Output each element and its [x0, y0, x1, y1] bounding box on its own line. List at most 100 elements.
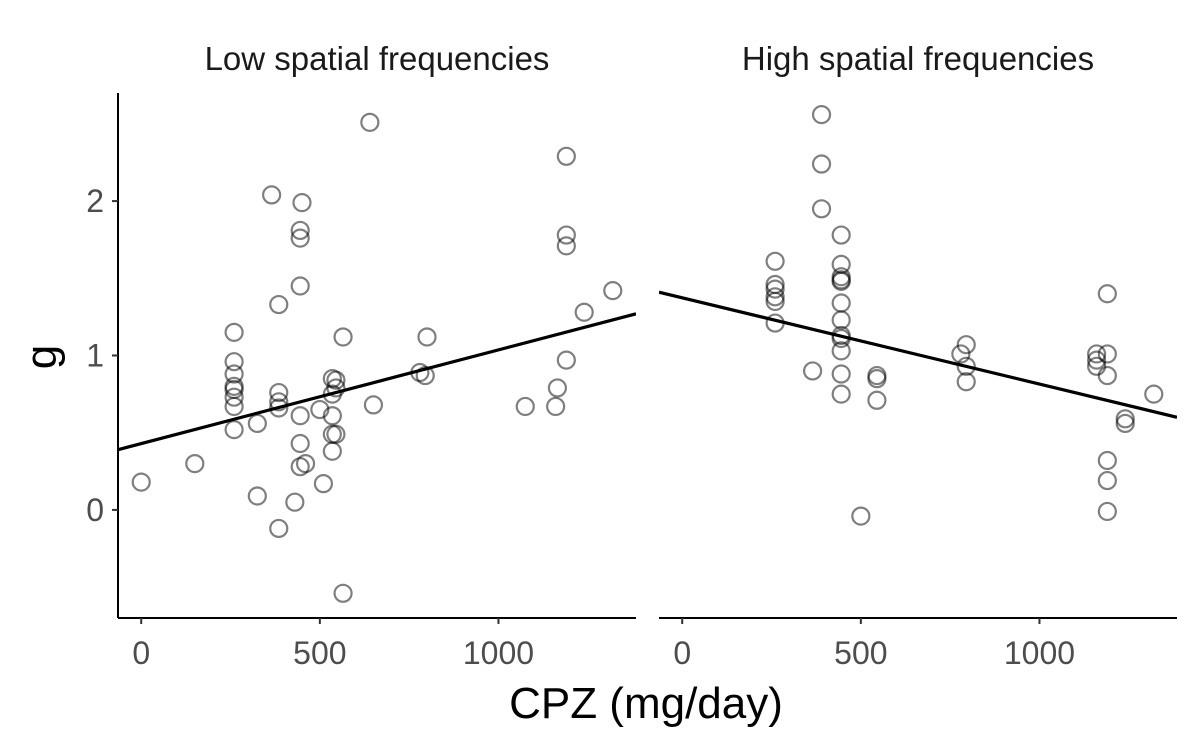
- data-point: [269, 392, 289, 412]
- data-point: [224, 364, 244, 384]
- data-point: [326, 424, 346, 444]
- data-point: [765, 287, 785, 307]
- data-point: [765, 251, 785, 271]
- x-tick-label: 0: [132, 635, 150, 671]
- data-point: [811, 105, 832, 125]
- data-point: [556, 146, 576, 166]
- data-point: [556, 236, 576, 256]
- data-point: [269, 382, 289, 403]
- data-point: [547, 378, 568, 398]
- data-point: [951, 344, 971, 364]
- data-point: [765, 279, 785, 299]
- data-point: [185, 453, 205, 474]
- data-point: [556, 225, 576, 245]
- data-point: [831, 225, 851, 245]
- data-point: [285, 492, 305, 512]
- panel-2: High spatial frequencies 0 500 1000: [659, 40, 1177, 671]
- data-point: [811, 199, 832, 219]
- data-point: [1144, 384, 1164, 404]
- y-tick-label: 0: [86, 492, 104, 528]
- x-tick-label: 500: [834, 635, 887, 671]
- data-point: [290, 276, 310, 296]
- data-point: [290, 228, 310, 248]
- data-point: [290, 406, 310, 426]
- regression-line: [659, 290, 1177, 419]
- data-point: [956, 356, 976, 376]
- x-tick-label: 1000: [1004, 635, 1075, 671]
- data-point: [765, 291, 785, 312]
- data-point: [417, 327, 437, 347]
- data-point: [224, 396, 244, 417]
- data-point: [269, 518, 289, 539]
- x-tick-label: 500: [293, 635, 346, 671]
- data-point: [851, 506, 871, 526]
- data-point: [333, 583, 353, 603]
- regression-line: [118, 312, 636, 452]
- data-point: [956, 335, 976, 355]
- data-point: [1097, 470, 1117, 491]
- data-point: [831, 293, 851, 313]
- data-point: [1087, 344, 1107, 364]
- data-point: [1097, 450, 1117, 471]
- data-point: [290, 433, 310, 454]
- data-point: [1097, 501, 1117, 522]
- data-point: [831, 310, 851, 330]
- data-point: [333, 327, 353, 347]
- data-point: [326, 378, 346, 398]
- data-point: [1115, 413, 1135, 434]
- data-point: [831, 271, 851, 291]
- data-point: [546, 396, 566, 417]
- data-point: [1087, 350, 1107, 370]
- data-point: [811, 154, 832, 174]
- data-point: [956, 372, 976, 392]
- data-point: [224, 352, 244, 372]
- data-point: [247, 413, 267, 434]
- data-point: [269, 398, 289, 418]
- data-point: [322, 406, 342, 426]
- data-point: [831, 364, 851, 384]
- x-tick-label: 1000: [463, 635, 534, 671]
- y-axis-title: g: [17, 345, 66, 369]
- x-tick-label: 0: [673, 635, 691, 671]
- data-point: [1115, 409, 1135, 429]
- data-point: [313, 474, 334, 494]
- data-point: [515, 396, 535, 417]
- data-point: [556, 350, 576, 370]
- panel-title: Low spatial frequencies: [205, 40, 550, 77]
- data-point: [803, 361, 823, 381]
- data-point: [131, 472, 151, 492]
- x-axis-title: CPZ (mg/day): [509, 679, 783, 728]
- data-point: [290, 220, 310, 241]
- data-point: [415, 365, 435, 386]
- panel-title: High spatial frequencies: [742, 40, 1094, 77]
- data-point: [262, 185, 282, 205]
- panel-1: Low spatial frequencies 0 500 1000 0 1 2: [86, 40, 636, 671]
- data-point: [310, 399, 330, 420]
- y-tick-label: 2: [86, 183, 104, 219]
- data-point: [224, 322, 244, 342]
- data-point: [574, 302, 594, 322]
- data-point: [1097, 284, 1117, 304]
- data-point: [831, 341, 851, 361]
- plot-area: [659, 105, 1177, 526]
- data-point: [269, 294, 289, 315]
- data-point: [603, 281, 623, 301]
- data-point: [224, 420, 244, 440]
- data-point: [363, 395, 384, 415]
- data-point: [360, 112, 380, 132]
- data-point: [1097, 344, 1117, 364]
- data-point: [247, 486, 267, 506]
- data-point: [867, 369, 887, 389]
- data-point: [292, 193, 312, 213]
- data-point: [326, 370, 346, 390]
- y-tick-label: 1: [86, 338, 104, 374]
- data-point: [1097, 365, 1117, 386]
- data-point: [831, 384, 851, 404]
- data-point: [224, 387, 244, 407]
- data-point: [295, 453, 316, 474]
- chart-panels: Low spatial frequencies 0 500 1000 0 1 2 High s…: [86, 40, 1177, 671]
- data-point: [867, 390, 887, 410]
- plot-area: [118, 112, 636, 603]
- data-point: [322, 441, 342, 461]
